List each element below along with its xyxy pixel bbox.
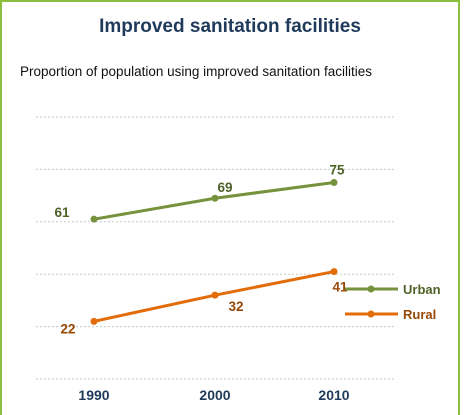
data-label-rural: 22: [60, 321, 75, 336]
data-point-urban: [330, 179, 338, 186]
x-tick-label: 1990: [78, 387, 109, 403]
legend-marker-urban: [367, 285, 375, 293]
chart-subtitle: Proportion of population using improved …: [20, 64, 372, 79]
data-point-urban: [211, 194, 219, 202]
x-tick-label: 2000: [199, 387, 230, 403]
data-label-urban: 61: [54, 205, 70, 220]
chart-title: Improved sanitation facilities: [99, 16, 361, 37]
legend-marker-rural: [367, 310, 375, 318]
data-label-urban: 75: [329, 163, 345, 178]
data-point-rural: [90, 317, 98, 325]
data-point-rural: [211, 291, 219, 299]
x-tick-label: 2010: [318, 387, 349, 403]
data-point-urban: [90, 215, 98, 223]
data-label-rural: 32: [228, 299, 243, 314]
legend-label-urban: Urban: [403, 282, 441, 297]
data-label-rural: 41: [332, 280, 348, 295]
data-point-rural: [330, 268, 338, 276]
data-label-urban: 69: [217, 180, 232, 195]
legend-label-rural: Rural: [403, 307, 436, 322]
